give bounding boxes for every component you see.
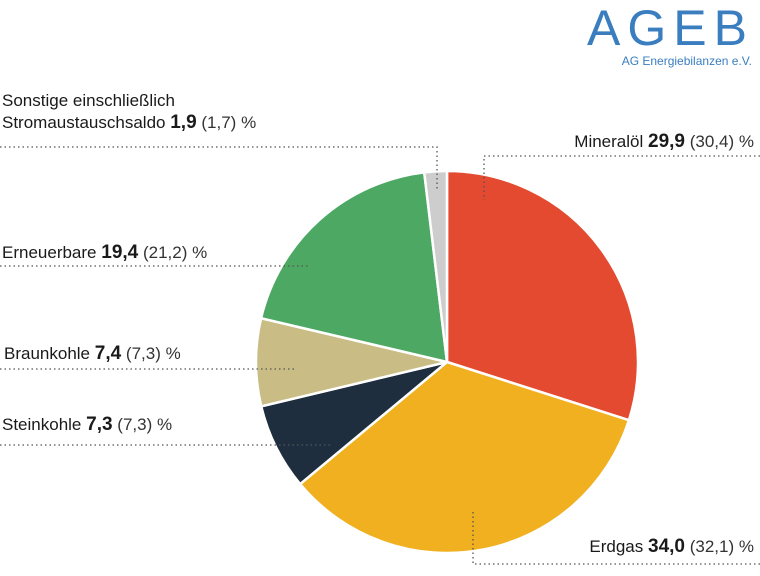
unit-erneuerbare: % [192, 243, 208, 262]
logo-subtitle: AG Energiebilanzen e.V. [621, 54, 752, 68]
label-erdgas: Erdgas 34,0 (32,1) % [589, 536, 754, 558]
label-mineraloel: Mineralöl 29,9 (30,4) % [574, 131, 754, 153]
label-steinkohle: Steinkohle 7,3 (7,3) % [2, 414, 172, 436]
label-sonstige-line1: Sonstige einschließlich [2, 91, 175, 110]
name-erdgas: Erdgas [589, 537, 644, 556]
label-sonstige-line2: Stromaustauschsaldo [2, 113, 166, 132]
unit-sonstige: % [241, 113, 257, 132]
pie-slice-sonstige [422, 169, 449, 363]
label-erneuerbare: Erneuerbare 19,4 (21,2) % [2, 242, 207, 264]
unit-braunkohle: % [165, 344, 181, 363]
name-mineraloel: Mineralöl [574, 132, 644, 151]
name-steinkohle: Steinkohle [2, 415, 82, 434]
unit-steinkohle: % [156, 415, 173, 434]
leader-erdgas [472, 512, 760, 565]
previous-steinkohle: (7,3) [117, 415, 153, 434]
name-braunkohle: Braunkohle [4, 344, 91, 363]
pie-slice-mineraloel [445, 169, 640, 422]
unit-erdgas: % [738, 537, 754, 556]
value-steinkohle: 7,3 [86, 414, 113, 435]
leader-sonstige [0, 146, 438, 190]
previous-erdgas: (32,1) [689, 537, 735, 556]
value-braunkohle: 7,4 [94, 343, 122, 364]
value-erneuerbare: 19,4 [101, 242, 139, 263]
previous-braunkohle: (7,3) [125, 344, 161, 363]
pie-slice-erneuerbare [259, 170, 449, 364]
value-erdgas: 34,0 [648, 536, 685, 557]
name-erneuerbare: Erneuerbare [2, 243, 97, 262]
label-sonstige: Sonstige einschließlich Stromaustauschsa… [2, 90, 256, 134]
unit-mineraloel: % [738, 132, 754, 151]
previous-erneuerbare: (21,2) [142, 243, 188, 262]
value-sonstige: 1,9 [170, 112, 197, 133]
leader-mineraloel [483, 155, 760, 200]
previous-sonstige: (1,7) [201, 113, 237, 132]
previous-mineraloel: (30,4) [689, 132, 735, 151]
value-mineraloel: 29,9 [648, 131, 685, 152]
ageb-logo: AGEB [587, 0, 754, 56]
pie-slice-erdgas [298, 360, 631, 555]
label-braunkohle: Braunkohle 7,4 (7,3) % [4, 343, 181, 365]
